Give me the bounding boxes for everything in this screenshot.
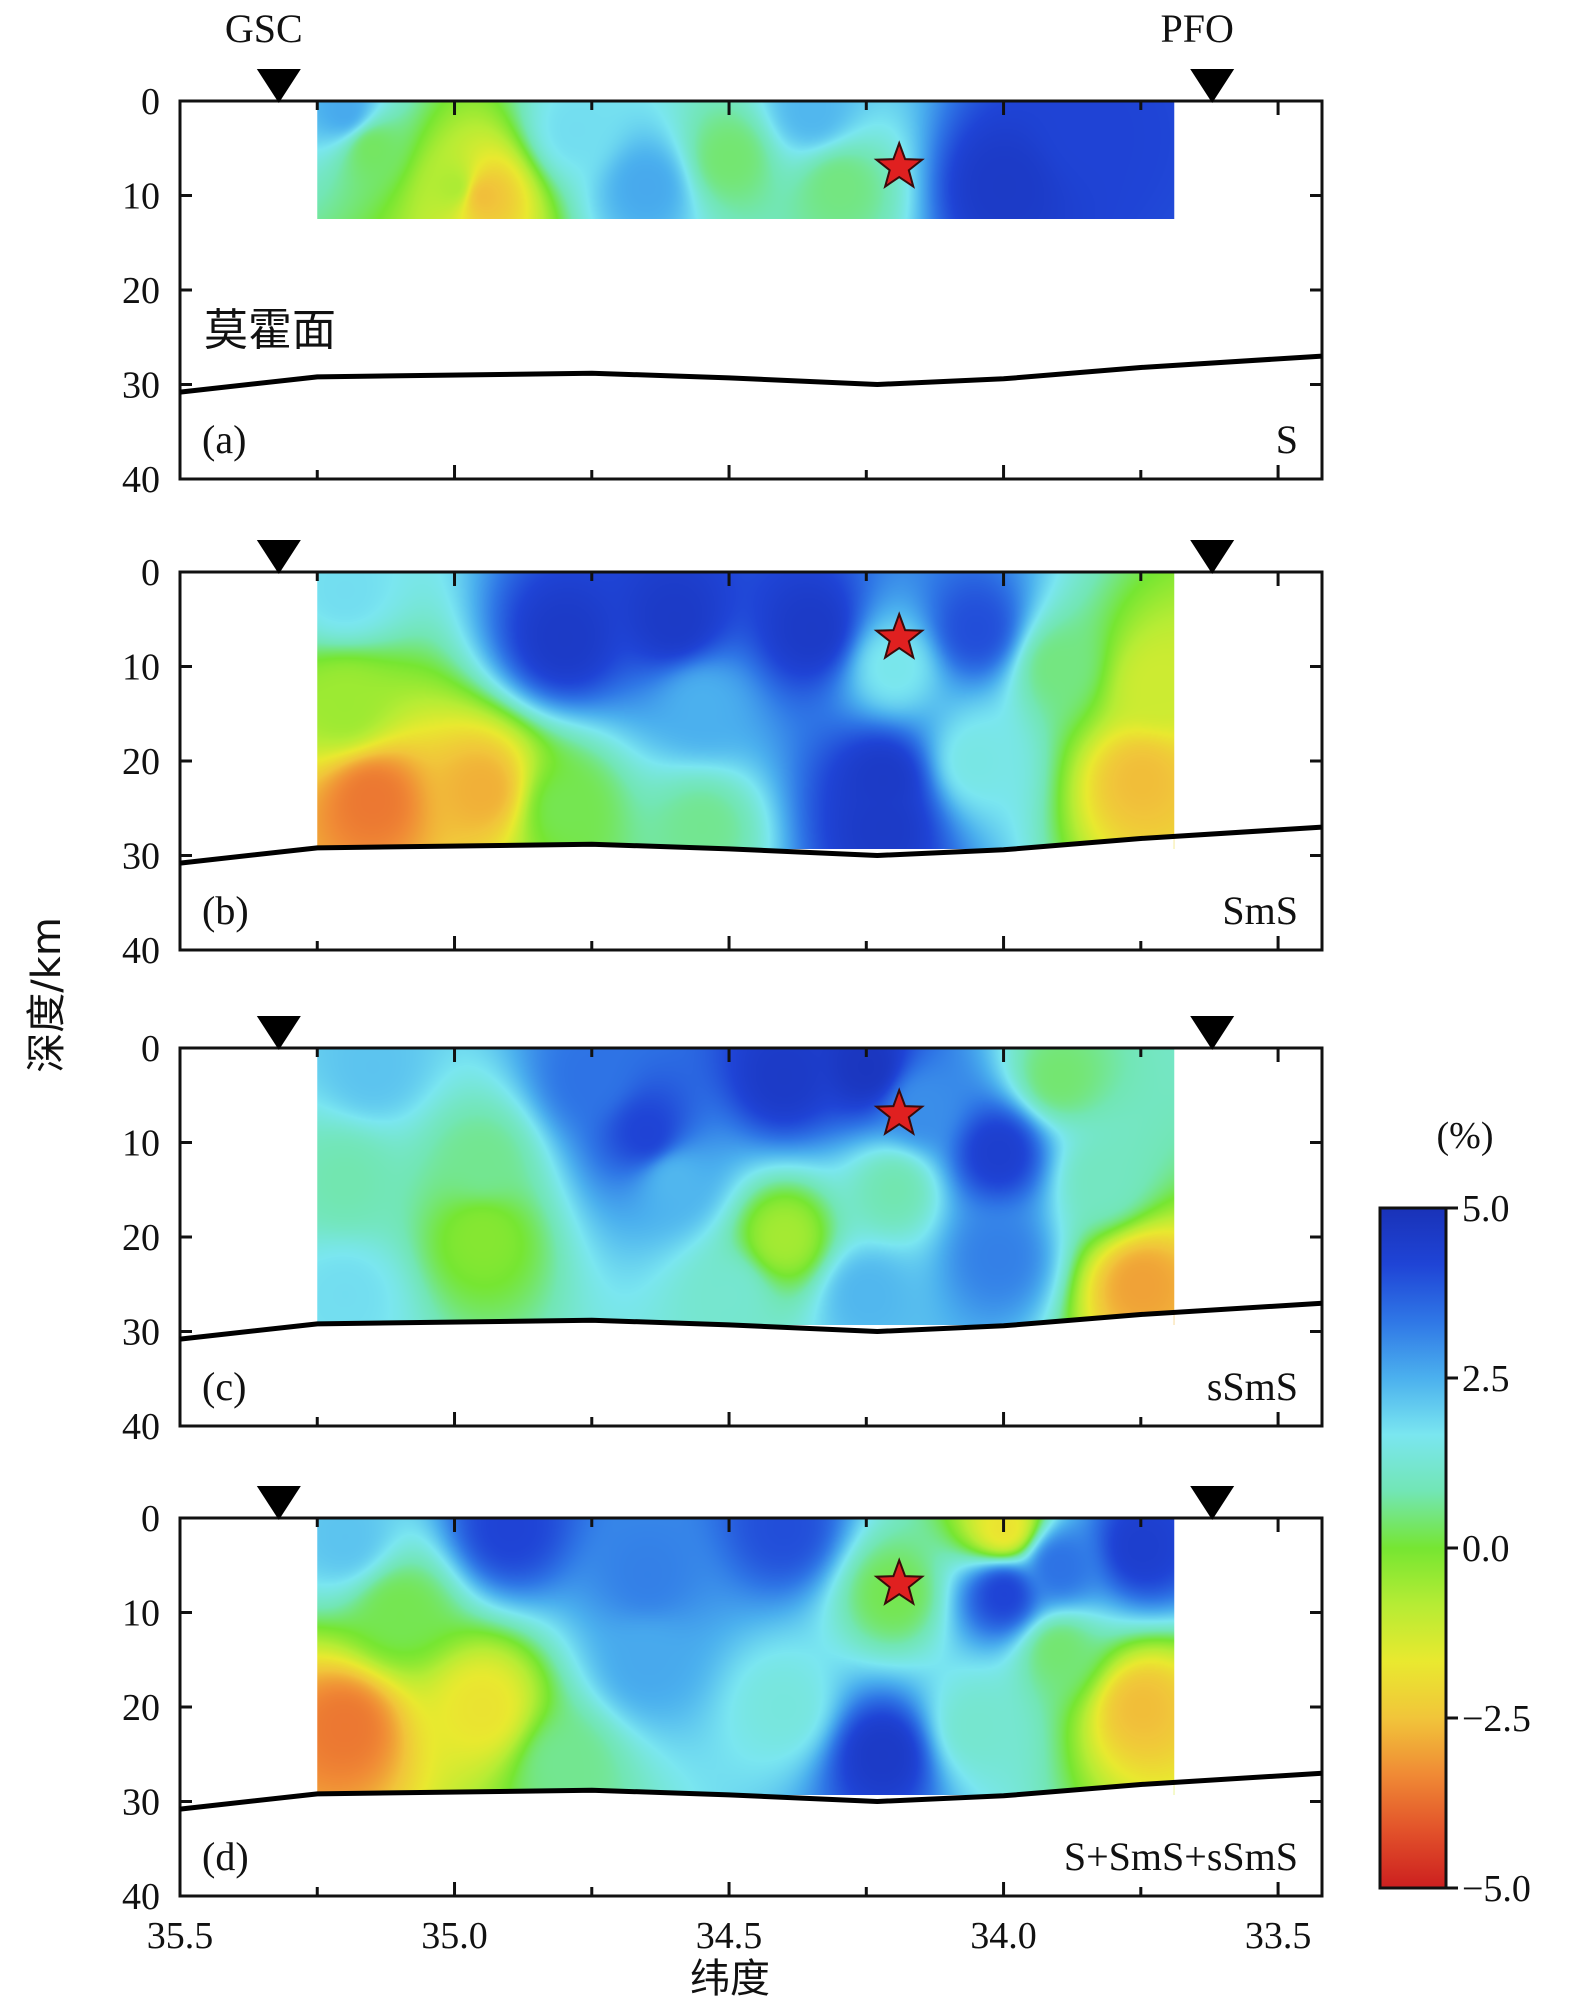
colorbar-bar xyxy=(1378,1206,1448,1890)
event-star xyxy=(873,140,925,189)
event-star xyxy=(873,611,925,660)
x-tick-label: 34.5 xyxy=(696,1915,763,1957)
station-triangle xyxy=(1190,540,1235,574)
station-triangle xyxy=(1190,1486,1235,1520)
panel-c: 0 10 20 30 40 (c) sSmS xyxy=(122,1016,1324,1448)
event-star xyxy=(873,1557,925,1606)
panel-d: 0 10 20 30 40 (d) S+SmS+sSmS 35.5 35.0 34.5 34.0 33… xyxy=(122,1486,1324,1957)
colorbar-tick-label: −2.5 xyxy=(1462,1698,1531,1740)
colorbar: (%) 5.0 2.5 0.0 −2.5 −5.0 xyxy=(1378,1115,1531,1910)
moho-label: 莫霍面 xyxy=(204,305,336,356)
colorbar-tick-label: 5.0 xyxy=(1462,1188,1510,1230)
station-triangle xyxy=(1190,69,1235,103)
y-tick-label: 40 xyxy=(122,1406,160,1448)
y-tick-label: 40 xyxy=(122,459,160,501)
moho-line xyxy=(179,1770,1323,1812)
station-triangle xyxy=(1190,1016,1235,1050)
phase-label: S xyxy=(1276,417,1298,462)
x-tick-label: 33.5 xyxy=(1245,1915,1312,1957)
y-tick-label: 0 xyxy=(141,1498,160,1540)
y-tick-label: 40 xyxy=(122,930,160,972)
moho-line xyxy=(179,353,1323,395)
panel-label: (a) xyxy=(202,417,246,462)
x-axis-title: 纬度 xyxy=(690,1956,770,2002)
y-tick-label: 10 xyxy=(122,647,160,689)
y-tick-label: 0 xyxy=(141,81,160,123)
station-triangle xyxy=(256,1486,301,1520)
panel-label: (b) xyxy=(202,888,249,933)
below-moho-mask xyxy=(317,1312,1174,1332)
station-label: GSC xyxy=(225,6,303,51)
station-label: PFO xyxy=(1160,6,1233,51)
moho-line xyxy=(179,1300,1323,1342)
anomaly-field xyxy=(317,572,1175,849)
colorbar-tick-label: 2.5 xyxy=(1462,1358,1510,1400)
anomaly-field xyxy=(317,101,1175,219)
moho-line xyxy=(179,824,1323,866)
below-moho-mask xyxy=(317,221,1174,385)
y-tick-label: 20 xyxy=(122,270,160,312)
panel-label: (c) xyxy=(202,1364,246,1409)
y-axis-title: 深度/km xyxy=(24,917,70,1073)
y-tick-label: 20 xyxy=(122,1687,160,1729)
x-tick-label: 35.5 xyxy=(147,1915,214,1957)
y-tick-label: 20 xyxy=(122,741,160,783)
below-moho-mask xyxy=(317,836,1174,856)
phase-label: S+SmS+sSmS xyxy=(1064,1834,1298,1879)
y-tick-label: 30 xyxy=(122,1312,160,1354)
y-tick-label: 30 xyxy=(122,1782,160,1824)
panel-label: (d) xyxy=(202,1834,249,1879)
station-triangle xyxy=(256,540,301,574)
station-triangle xyxy=(256,1016,301,1050)
phase-label: SmS xyxy=(1222,888,1298,933)
x-tick-label: 35.0 xyxy=(421,1915,488,1957)
y-tick-label: 10 xyxy=(122,1123,160,1165)
y-tick-label: 20 xyxy=(122,1217,160,1259)
y-tick-label: 40 xyxy=(122,1876,160,1918)
x-tick-label: 34.0 xyxy=(970,1915,1037,1957)
phase-label: sSmS xyxy=(1207,1364,1298,1409)
panel-b: 0 10 20 30 40 (b) SmS xyxy=(122,540,1324,972)
y-tick-label: 0 xyxy=(141,552,160,594)
y-tick-label: 10 xyxy=(122,1593,160,1635)
station-triangle xyxy=(256,69,301,103)
anomaly-field xyxy=(317,1518,1175,1795)
y-tick-label: 10 xyxy=(122,176,160,218)
panel-a: 0 10 20 30 40 (a) S 莫霍面 GSC PFO xyxy=(122,6,1324,501)
below-moho-mask xyxy=(317,1782,1174,1802)
anomaly-field xyxy=(317,1048,1175,1325)
y-tick-label: 0 xyxy=(141,1028,160,1070)
colorbar-tick-label: −5.0 xyxy=(1462,1868,1531,1910)
y-tick-label: 30 xyxy=(122,365,160,407)
event-star xyxy=(873,1087,925,1136)
y-tick-label: 30 xyxy=(122,836,160,878)
colorbar-tick-label: 0.0 xyxy=(1462,1528,1510,1570)
colorbar-title: (%) xyxy=(1437,1115,1494,1157)
